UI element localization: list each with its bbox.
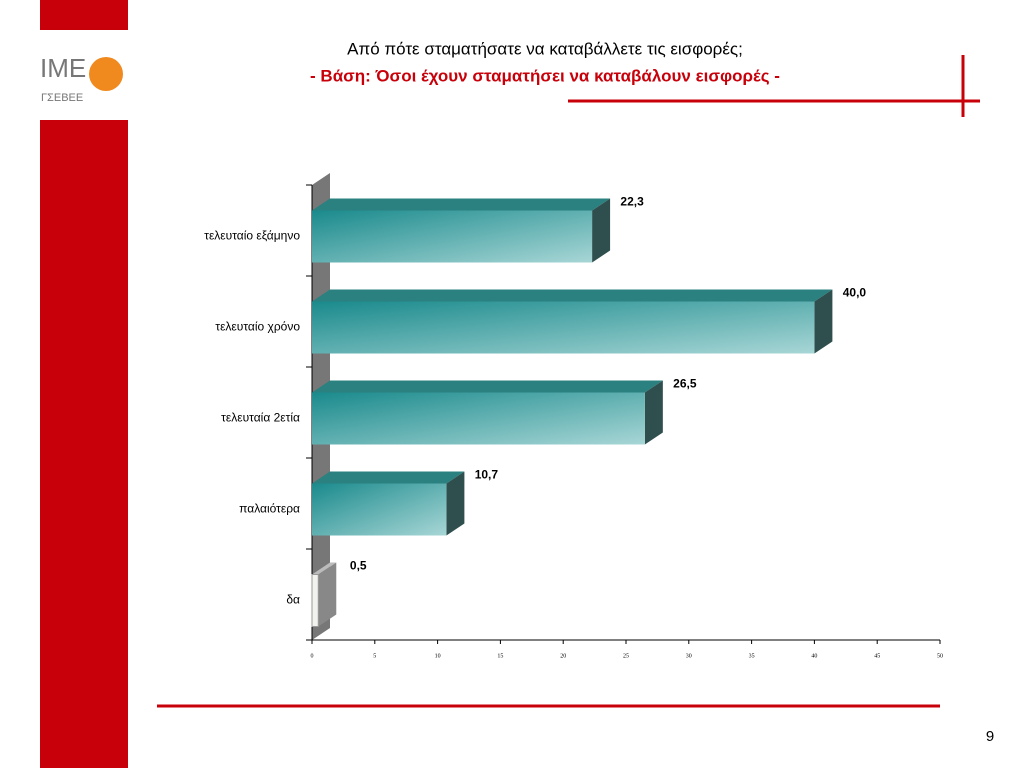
- x-tick-label: 50: [937, 653, 943, 659]
- value-label: 22,3: [620, 195, 644, 209]
- value-label: 26,5: [673, 377, 697, 391]
- logo-org: ΓΣΕΒΕΕ: [41, 92, 83, 104]
- bar-top: [312, 289, 833, 302]
- x-tick-label: 40: [811, 653, 817, 659]
- x-tick-label: 30: [686, 653, 692, 659]
- category-label: τελευταίο εξάμηνο: [204, 229, 300, 243]
- bar: [311, 574, 319, 627]
- value-label: 10,7: [475, 468, 499, 482]
- bar-side: [592, 198, 611, 263]
- x-tick-label: 25: [623, 653, 629, 659]
- bar-side: [644, 380, 663, 445]
- bar: [312, 210, 593, 263]
- value-label: 0,5: [350, 559, 367, 573]
- x-tick-label: 15: [497, 653, 503, 659]
- category-label: παλαιότερα: [239, 502, 300, 516]
- category-label: δα: [286, 593, 300, 607]
- chart-title: Από πότε σταματήσατε να καταβάλλετε τις …: [347, 39, 743, 58]
- logo-mark: [89, 57, 123, 91]
- x-tick-label: 0: [311, 653, 314, 659]
- bar: [312, 483, 447, 536]
- chart-subtitle: - Βάση: Όσοι έχουν σταματήσει να καταβάλ…: [310, 66, 780, 85]
- side-band: [40, 0, 128, 768]
- bar: [312, 392, 645, 445]
- x-tick-label: 10: [435, 653, 441, 659]
- x-tick-label: 35: [749, 653, 755, 659]
- bar-side: [318, 562, 337, 627]
- bar-top: [312, 380, 663, 393]
- x-tick-label: 5: [373, 653, 376, 659]
- bar: [312, 301, 815, 354]
- bar-top: [312, 562, 337, 575]
- x-tick-label: 45: [874, 653, 880, 659]
- bar-top: [312, 471, 465, 484]
- value-label: 40,0: [843, 286, 867, 300]
- bar-side: [814, 289, 833, 354]
- x-tick-label: 20: [560, 653, 566, 659]
- page-number: 9: [986, 728, 994, 745]
- bar-side: [446, 471, 465, 536]
- category-label: τελευταίο χρόνο: [215, 320, 300, 334]
- bar-top: [312, 198, 611, 211]
- category-label: τελευταία 2ετία: [221, 411, 300, 425]
- logo-name: IME: [40, 53, 86, 83]
